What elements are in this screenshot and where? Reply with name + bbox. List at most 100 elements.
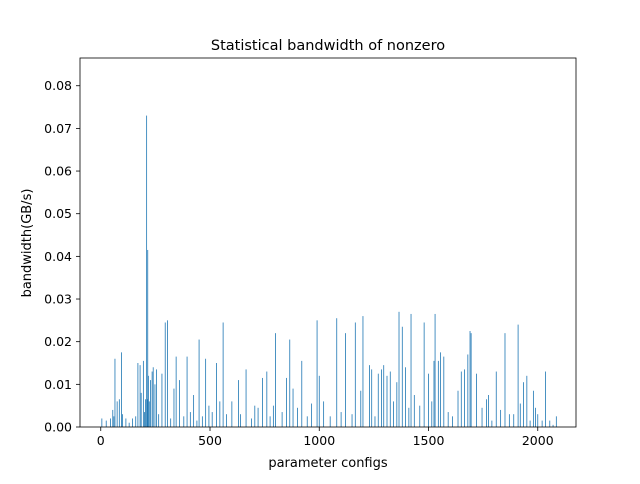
bar [377, 373, 379, 427]
bar [351, 414, 353, 427]
bar [369, 365, 370, 427]
bar [183, 416, 185, 427]
bar [154, 384, 156, 427]
bar [323, 401, 325, 427]
y-tick-label: 0.04 [44, 249, 72, 264]
bar [381, 369, 382, 427]
bar [257, 407, 259, 427]
bar [447, 412, 449, 427]
bar [408, 407, 410, 427]
bar [386, 375, 388, 427]
bar [211, 412, 213, 427]
bar [495, 371, 497, 427]
bar [147, 249, 149, 427]
bar [118, 399, 120, 427]
bar [371, 369, 373, 427]
bar [535, 407, 536, 427]
bar [219, 401, 221, 427]
chart-title: Statistical bandwidth of nonzero [211, 38, 445, 54]
bar [128, 422, 130, 427]
plot-frame [79, 57, 577, 428]
bar [311, 403, 313, 427]
bar [526, 375, 528, 427]
bar [144, 412, 145, 427]
bar [508, 414, 510, 427]
bar [297, 407, 298, 427]
x-tick-label: 500 [198, 433, 222, 448]
bar [161, 373, 163, 427]
bar [112, 409, 114, 427]
bar [140, 392, 142, 427]
bar [286, 377, 287, 427]
y-tick-label: 0.06 [44, 164, 72, 179]
bar [545, 371, 546, 427]
bar [460, 371, 462, 427]
x-tick-label: 1500 [413, 433, 445, 448]
bar [289, 339, 291, 427]
bar [486, 399, 487, 427]
bar [245, 369, 247, 427]
bar [139, 365, 141, 427]
bar [125, 418, 127, 427]
bar [340, 412, 342, 427]
bar [152, 367, 154, 427]
bar [240, 414, 241, 427]
bar [396, 382, 398, 427]
bar [467, 354, 469, 427]
y-tick-label: 0.05 [44, 206, 72, 221]
bar [354, 322, 356, 427]
bar [306, 416, 308, 427]
bar [145, 399, 146, 427]
bar [186, 356, 188, 427]
bar [238, 380, 239, 427]
x-tick-label: 1000 [303, 433, 335, 448]
bar [517, 324, 519, 427]
bar [272, 405, 274, 427]
bar [101, 418, 103, 427]
bar [541, 420, 543, 427]
bar [281, 412, 283, 427]
bar [443, 356, 445, 427]
bar [552, 424, 554, 427]
bar [329, 416, 331, 427]
bar [469, 331, 471, 427]
y-tick-label: 0.00 [44, 420, 72, 435]
bar [504, 333, 506, 427]
bar-group [101, 115, 557, 427]
bar [147, 375, 149, 427]
bar [137, 363, 139, 427]
bar [164, 322, 166, 427]
bar [437, 360, 439, 427]
bar [481, 407, 483, 427]
bar [262, 377, 263, 427]
bar [148, 401, 150, 427]
x-axis-label: parameter configs [268, 456, 388, 471]
bar [452, 416, 453, 427]
y-axis-ticks: 0.00 0.01 0.02 0.03 0.04 0.05 0.06 0.07 0.08 [44, 78, 80, 435]
bar [401, 326, 403, 427]
bar [121, 352, 122, 427]
bar [275, 333, 276, 427]
bar [167, 320, 168, 427]
bar [549, 420, 551, 427]
bar [362, 316, 364, 427]
bar [519, 403, 521, 427]
bar [555, 416, 557, 427]
bar [488, 395, 489, 427]
bar [410, 313, 412, 427]
bar [198, 339, 200, 427]
bar [135, 416, 137, 427]
y-tick-label: 0.08 [44, 78, 72, 93]
bar [266, 371, 268, 427]
bar [193, 395, 195, 427]
bar [398, 311, 400, 427]
bar [146, 399, 148, 427]
bar [529, 420, 531, 427]
bar [470, 333, 472, 427]
bar [251, 418, 252, 427]
bar [189, 412, 191, 427]
bar [231, 401, 233, 427]
bar [156, 369, 157, 427]
